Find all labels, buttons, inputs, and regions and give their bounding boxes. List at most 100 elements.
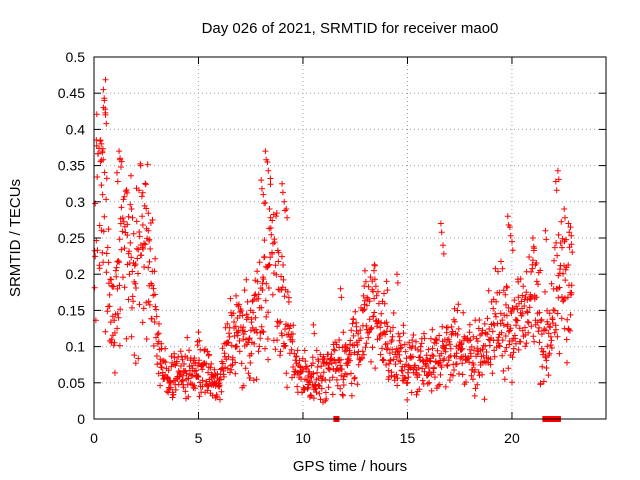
- data-point: [537, 380, 544, 387]
- data-point: [555, 294, 562, 301]
- data-point: [354, 351, 361, 358]
- data-point: [475, 369, 482, 376]
- y-tick-label: 0.1: [66, 339, 86, 355]
- data-point: [507, 325, 514, 332]
- data-point: [443, 342, 450, 349]
- data-point: [481, 396, 488, 403]
- data-point: [495, 334, 502, 341]
- data-point: [102, 328, 109, 335]
- data-point: [472, 385, 479, 392]
- data-point: [502, 348, 508, 355]
- data-point: [230, 310, 237, 317]
- data-point: [375, 300, 382, 307]
- data-point: [564, 316, 571, 323]
- data-point: [129, 214, 136, 221]
- data-point: [505, 365, 512, 372]
- data-point: [122, 188, 129, 195]
- data-point: [243, 276, 250, 283]
- data-point: [128, 254, 135, 261]
- data-point: [400, 330, 407, 337]
- data-point: [328, 351, 335, 358]
- data-point: [494, 337, 501, 344]
- data-point: [278, 273, 285, 280]
- data-point: [333, 376, 340, 383]
- data-point: [489, 370, 496, 377]
- data-point: [545, 372, 552, 379]
- data-point: [315, 382, 322, 389]
- data-point: [136, 301, 143, 308]
- data-point: [336, 337, 343, 343]
- data-point: [562, 295, 568, 302]
- data-point: [417, 348, 424, 355]
- data-point: [146, 301, 153, 308]
- data-point: [337, 285, 344, 292]
- data-point: [340, 376, 347, 383]
- data-point: [211, 372, 218, 379]
- data-point: [350, 315, 357, 322]
- data-point: [380, 357, 387, 364]
- data-point: [251, 340, 258, 347]
- data-point: [146, 258, 153, 265]
- data-point: [245, 370, 252, 377]
- data-point: [211, 366, 218, 373]
- data-point: [108, 336, 115, 343]
- data-point: [381, 290, 387, 297]
- data-point: [346, 347, 353, 354]
- data-point: [419, 365, 426, 372]
- data-point: [416, 372, 423, 378]
- data-point: [99, 191, 106, 198]
- data-point: [496, 343, 503, 350]
- data-point: [142, 181, 149, 188]
- data-point: [558, 315, 565, 322]
- data-point: [554, 252, 561, 259]
- data-point: [416, 386, 423, 393]
- data-point: [99, 148, 106, 155]
- data-point: [417, 354, 424, 361]
- data-point: [565, 326, 572, 333]
- data-point: [103, 120, 110, 127]
- data-point: [390, 310, 397, 316]
- data-point: [561, 206, 568, 212]
- data-point: [120, 218, 127, 225]
- data-point: [156, 320, 162, 327]
- data-point: [564, 359, 570, 366]
- data-point: [326, 366, 333, 373]
- data-point: [169, 394, 176, 401]
- data-point: [127, 201, 134, 208]
- data-point: [99, 249, 106, 256]
- data-point: [136, 233, 143, 240]
- data-point: [375, 288, 381, 295]
- data-point: [340, 382, 347, 388]
- data-point: [263, 313, 270, 320]
- data-point: [393, 371, 400, 378]
- data-point: [333, 341, 340, 348]
- data-point: [442, 383, 449, 390]
- data-point: [264, 159, 271, 165]
- data-point: [154, 331, 161, 338]
- data-point: [232, 323, 239, 330]
- data-point: [357, 327, 364, 334]
- data-point: [542, 327, 549, 334]
- data-point: [507, 232, 514, 239]
- data-point: [117, 155, 124, 162]
- data-point: [100, 86, 107, 93]
- data-point: [111, 329, 118, 336]
- data-point: [252, 314, 259, 321]
- data-point: [259, 287, 266, 293]
- data-point: [361, 283, 368, 290]
- data-point: [148, 315, 155, 322]
- data-point: [118, 164, 124, 170]
- data-point: [360, 292, 367, 299]
- data-point: [135, 270, 141, 277]
- data-point: [316, 390, 323, 397]
- data-point: [140, 246, 146, 252]
- data-point: [280, 262, 287, 268]
- data-point: [240, 382, 247, 389]
- data-point: [245, 314, 251, 321]
- data-point: [318, 377, 325, 384]
- data-point: [554, 167, 561, 174]
- data-point: [181, 361, 187, 367]
- data-point: [548, 337, 555, 344]
- data-point: [247, 307, 254, 314]
- data-point: [248, 350, 255, 357]
